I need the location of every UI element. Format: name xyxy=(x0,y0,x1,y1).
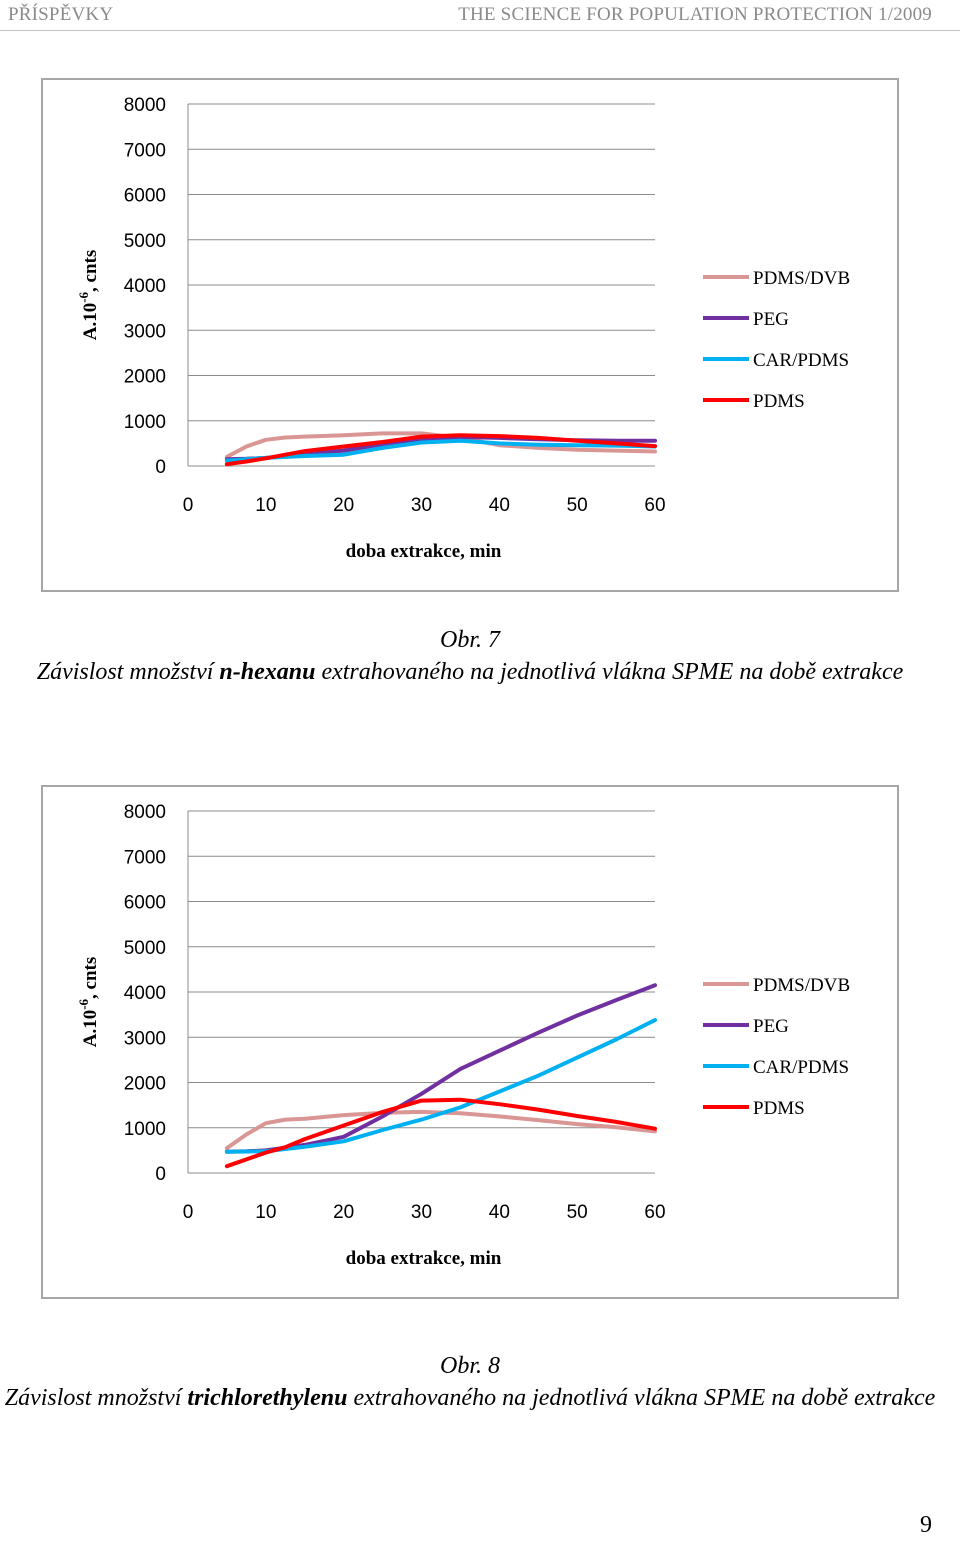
x-tick-label-20: 20 xyxy=(333,1202,354,1223)
x-tick-label-0: 0 xyxy=(183,495,194,516)
figure-7-caption-suffix: extrahovaného na jednotlivá vlákna SPME … xyxy=(315,659,904,685)
x-tick-label-0: 0 xyxy=(183,1202,194,1223)
y-axis-title-unit: , cnts xyxy=(80,957,101,999)
y-tick-label-0: 0 xyxy=(155,1164,166,1185)
y-axis-title: A.10-6, cnts xyxy=(76,250,101,341)
legend-label-peg: PEG xyxy=(753,1016,789,1037)
x-tick-label-60: 60 xyxy=(644,1202,665,1223)
legend-label-pdms-dvb: PDMS/DVB xyxy=(753,268,850,289)
figure-8-chart: 0 1000 2000 3000 4000 5000 6000 7000 8000 0 10 20 30… xyxy=(41,785,899,1299)
y-tick-label-1000: 1000 xyxy=(124,1119,166,1140)
figure-7-label: Obr. 7 xyxy=(439,627,500,653)
y-tick-label-4000: 4000 xyxy=(124,276,166,297)
y-tick-label-3000: 3000 xyxy=(124,321,166,342)
page-number: 9 xyxy=(920,1512,932,1538)
y-tick-label-8000: 8000 xyxy=(124,802,166,823)
y-tick-label-5000: 5000 xyxy=(124,231,166,252)
x-tick-label-10: 10 xyxy=(255,495,276,516)
figure-8-caption-compound: trichlorethylenu xyxy=(187,1385,348,1411)
y-tick-label-6000: 6000 xyxy=(124,186,166,207)
legend-label-car-pdms: CAR/PDMS xyxy=(753,1057,849,1078)
x-tick-label-50: 50 xyxy=(567,1202,588,1223)
header-section-label: PŘÍSPĚVKY xyxy=(8,4,114,25)
legend-label-car-pdms: CAR/PDMS xyxy=(753,350,849,371)
figure-7-caption-prefix: Závislost množství xyxy=(36,659,220,685)
series-line-car-pdms xyxy=(224,1018,657,1154)
y-axis-title-exponent: -6 xyxy=(76,291,91,302)
y-tick-label-2000: 2000 xyxy=(124,367,166,388)
figure-7-chart: 0 1000 2000 3000 4000 5000 6000 7000 8000 0 10 20 30… xyxy=(41,78,899,592)
series-line-pdms-dvb xyxy=(224,431,657,459)
figure-8-chart-svg: 0 1000 2000 3000 4000 5000 6000 7000 8000 0 10 20 30… xyxy=(76,802,850,1269)
y-tick-label-7000: 7000 xyxy=(124,140,166,161)
x-tick-label-10: 10 xyxy=(255,1202,276,1223)
y-axis-title-base: A.10 xyxy=(80,1010,101,1047)
y-tick-label-7000: 7000 xyxy=(124,847,166,868)
x-tick-label-60: 60 xyxy=(644,495,665,516)
y-tick-label-4000: 4000 xyxy=(124,983,166,1004)
x-tick-label-50: 50 xyxy=(567,495,588,516)
figure-8-label: Obr. 8 xyxy=(439,1353,500,1379)
figure-8-caption: Obr. 8 Závislost množství trichlorethyle… xyxy=(0,1350,940,1414)
running-header: PŘÍSPĚVKY THE SCIENCE FOR POPULATION PRO… xyxy=(0,0,960,31)
legend-label-pdms: PDMS xyxy=(753,1098,805,1119)
x-tick-label-40: 40 xyxy=(489,1202,510,1223)
figure-7-chart-svg: 0 1000 2000 3000 4000 5000 6000 7000 8000 0 10 20 30… xyxy=(76,95,850,562)
figure-7-caption-text: Závislost množství n-hexanu extrahovanéh… xyxy=(0,656,940,688)
y-tick-label-3000: 3000 xyxy=(124,1028,166,1049)
x-tick-label-40: 40 xyxy=(489,495,510,516)
figure-8-caption-prefix: Závislost množství xyxy=(4,1385,188,1411)
legend-label-pdms-dvb: PDMS/DVB xyxy=(753,975,850,996)
legend-label-pdms: PDMS xyxy=(753,391,805,412)
figure-8-caption-text: Závislost množství trichlorethylenu extr… xyxy=(0,1382,940,1414)
x-tick-label-20: 20 xyxy=(333,495,354,516)
figure-7-caption-compound: n-hexanu xyxy=(219,659,316,685)
figure-7-caption: Obr. 7 Závislost množství n-hexanu extra… xyxy=(0,624,940,688)
x-axis-title: doba extrakce, min xyxy=(346,541,502,562)
y-tick-label-5000: 5000 xyxy=(124,938,166,959)
y-axis-title-base: A.10 xyxy=(80,303,101,340)
x-tick-label-30: 30 xyxy=(411,1202,432,1223)
series-line-pdms-dvb xyxy=(224,1109,657,1151)
legend-label-peg: PEG xyxy=(753,309,789,330)
y-axis-title: A.10-6, cnts xyxy=(76,957,101,1048)
x-axis-title: doba extrakce, min xyxy=(346,1248,502,1269)
y-axis-title-unit: , cnts xyxy=(80,250,101,292)
y-tick-label-6000: 6000 xyxy=(124,893,166,914)
y-axis-title-exponent: -6 xyxy=(76,998,91,1009)
y-tick-label-0: 0 xyxy=(155,457,166,478)
header-journal-title: THE SCIENCE FOR POPULATION PROTECTION 1/… xyxy=(458,4,932,25)
figure-8-caption-suffix: extrahovaného na jednotlivá vlákna SPME … xyxy=(347,1385,936,1411)
y-tick-label-8000: 8000 xyxy=(124,95,166,116)
x-tick-label-30: 30 xyxy=(411,495,432,516)
series-line-pdms xyxy=(224,433,657,467)
y-tick-label-1000: 1000 xyxy=(124,412,166,433)
series-line-pdms xyxy=(224,1097,657,1169)
y-tick-label-2000: 2000 xyxy=(124,1074,166,1095)
